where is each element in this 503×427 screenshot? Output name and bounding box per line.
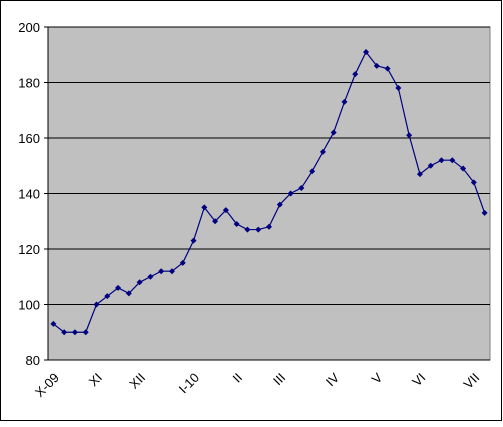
data-point (363, 48, 370, 55)
data-point (319, 148, 326, 155)
data-point (449, 157, 456, 164)
data-point (341, 98, 348, 105)
data-point (233, 221, 240, 228)
data-point (352, 71, 359, 78)
data-point (168, 268, 175, 275)
y-tick-label: 180 (18, 76, 40, 91)
y-tick-label: 140 (18, 187, 40, 202)
data-point (136, 279, 143, 286)
data-point (406, 132, 413, 139)
data-point (460, 165, 467, 172)
y-tick-label: 120 (18, 242, 40, 257)
data-point (104, 293, 111, 300)
y-tick-label: 160 (18, 131, 40, 146)
data-point (82, 329, 89, 336)
data-point (416, 171, 423, 178)
data-point (190, 237, 197, 244)
data-point (384, 65, 391, 72)
data-point (373, 62, 380, 69)
data-point (330, 129, 337, 136)
data-point (158, 268, 165, 275)
data-point (93, 301, 100, 308)
y-tick-label: 80 (26, 353, 40, 368)
data-point (287, 190, 294, 197)
data-point (222, 207, 229, 214)
data-point (115, 284, 122, 291)
data-point (212, 218, 219, 225)
data-point (125, 290, 132, 297)
data-point (309, 168, 316, 175)
data-point (298, 184, 305, 191)
data-point (470, 179, 477, 186)
data-point (395, 85, 402, 92)
data-point (179, 259, 186, 266)
data-point (244, 226, 251, 233)
data-point (481, 209, 488, 216)
data-point (201, 204, 208, 211)
data-point (255, 226, 262, 233)
y-tick-label: 100 (18, 298, 40, 313)
data-point (50, 320, 57, 327)
data-point (71, 329, 78, 336)
data-point (427, 162, 434, 169)
data-point (276, 201, 283, 208)
data-point (266, 223, 272, 230)
data-point (438, 157, 445, 164)
data-point (147, 273, 154, 280)
data-point (61, 329, 68, 336)
y-tick-label: 200 (18, 20, 40, 35)
